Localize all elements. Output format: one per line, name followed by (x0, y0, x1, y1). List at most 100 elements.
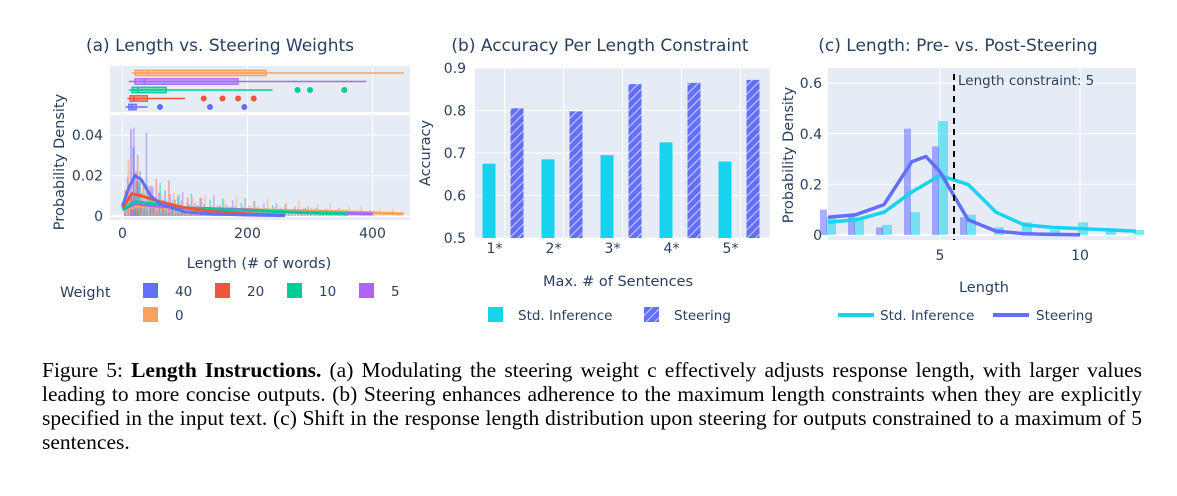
a-box-outlier-40-1 (207, 104, 213, 110)
b-ytick-4: 0.9 (444, 61, 466, 77)
a-hist-bar (191, 213, 193, 216)
a-hist-bar (312, 215, 315, 216)
a-hist-bar (162, 207, 165, 216)
a-hist-bar (295, 214, 297, 216)
a-hist-bar (269, 210, 271, 216)
a-legend-label-0: 0 (175, 308, 184, 324)
a-hist-bar (293, 214, 296, 216)
a-hist-bar (300, 213, 302, 216)
c-bar-std-8 (1022, 222, 1032, 235)
a-hist-bar (357, 215, 360, 216)
a-hist-bar (146, 185, 149, 216)
panel-b-title: (b) Accuracy Per Length Constraint (451, 36, 748, 56)
a-hist-bar (181, 191, 184, 216)
panel-b-ylabel: Accuracy (418, 119, 434, 186)
a-hist-bar (150, 185, 153, 216)
a-hist-bar (244, 198, 246, 216)
a-hist-bar (123, 211, 126, 216)
a-hist-bar (172, 207, 175, 216)
a-hist-bar (338, 214, 341, 216)
panel-a-xlabel: Length (# of words) (187, 256, 331, 272)
c-bar-std-9 (1050, 229, 1060, 235)
b-bar-steer-5* (746, 79, 760, 239)
panel-a-ylabel: Probability Density (52, 93, 68, 230)
c-legend-label-steer: Steering (1036, 308, 1093, 324)
c-ytick-0: 0 (813, 228, 822, 244)
b-bar-std-1* (482, 163, 496, 238)
a-hist-bar (140, 199, 142, 216)
a-box-outlier-10-1 (307, 87, 313, 93)
a-hist-bar (297, 212, 300, 216)
a-legend-label-5: 5 (391, 284, 400, 300)
c-bar-std-11 (1106, 229, 1116, 235)
a-hist-bar (204, 194, 206, 216)
a-hist-bar (401, 215, 403, 216)
panel-c-plot-bg (828, 68, 1136, 240)
panel-b-xlabel: Max. # of Sentences (543, 274, 693, 290)
c-ytick-1: 0.2 (800, 177, 822, 193)
a-hist-bar (144, 202, 146, 216)
a-hist-bar (170, 205, 173, 216)
a-hist-bar (139, 170, 141, 216)
panel-a-title: (a) Length vs. Steering Weights (86, 36, 354, 56)
a-hist-bar (173, 214, 176, 216)
a-hist-bar (353, 214, 356, 216)
a-hist-bar (198, 206, 200, 216)
c-xtick-5: 5 (936, 248, 945, 264)
a-hist-bar (287, 212, 290, 216)
c-bar-std-3 (882, 224, 892, 235)
a-hist-bar (180, 211, 182, 216)
a-xtick-400: 400 (359, 226, 386, 242)
a-hist-bar (196, 214, 198, 216)
a-hist-bar (187, 214, 190, 216)
a-hist-bar (318, 213, 321, 216)
a-hist-bar (161, 208, 163, 216)
a-hist-bar (306, 213, 308, 216)
caption-body: (a) Modulating the steering weight c eff… (42, 358, 1142, 454)
a-box-outlier-40-2 (241, 104, 248, 110)
b-ytick-1: 0.6 (444, 189, 466, 205)
a-hist-bar (147, 213, 150, 216)
a-hist-bar (178, 214, 181, 216)
a-hist-bar (310, 213, 312, 216)
a-hist-bar (163, 208, 166, 216)
c-bar-std-6 (966, 214, 976, 235)
a-box-10 (131, 86, 167, 94)
a-hist-bar (372, 214, 375, 216)
a-legend-swatch-10 (287, 283, 302, 298)
a-box-outlier-20-3 (250, 95, 257, 102)
b-xtick-1: 2* (546, 241, 562, 257)
b-legend-label-steer: Steering (674, 308, 731, 324)
b-bar-steer-4* (687, 82, 701, 238)
a-hist-bar (291, 213, 293, 216)
a-legend-swatch-40 (143, 283, 158, 298)
a-hist-bar (347, 215, 350, 216)
caption-bold: Length Instructions. (131, 358, 322, 382)
a-legend-title: Weight (60, 285, 111, 301)
a-hist-bar (190, 193, 193, 216)
a-hist-bar (155, 178, 158, 216)
a-hist-bar (165, 213, 167, 216)
a-hist-bar (183, 210, 186, 216)
c-xtick-10: 10 (1071, 248, 1089, 264)
c-constraint-label: Length constraint: 5 (958, 73, 1094, 89)
a-hist-bar (322, 214, 325, 216)
a-box-outlier-20-1 (219, 95, 226, 102)
b-xtick-0: 1* (487, 241, 503, 257)
a-hist-bar (201, 214, 203, 216)
a-hist-bar (125, 214, 127, 216)
a-hist-bar (126, 211, 128, 216)
a-hist-bar (329, 202, 331, 216)
figure-caption: Figure 5: Length Instructions. (a) Modul… (42, 358, 1142, 454)
a-hist-bar (153, 201, 155, 216)
a-legend-label-20: 20 (247, 284, 264, 300)
a-box-outlier-20-2 (235, 95, 242, 102)
a-hist-spike-0 (130, 129, 133, 216)
a-hist-bar (235, 196, 238, 216)
a-hist-bar (370, 214, 372, 216)
a-hist-bar (153, 207, 156, 216)
a-ytick-1: 0.02 (72, 169, 103, 185)
panel-a: (a) Length vs. Steering Weights 0 200 4000… (52, 36, 410, 324)
a-box-outlier-20-0 (200, 95, 207, 102)
b-xtick-3: 4* (664, 241, 680, 257)
